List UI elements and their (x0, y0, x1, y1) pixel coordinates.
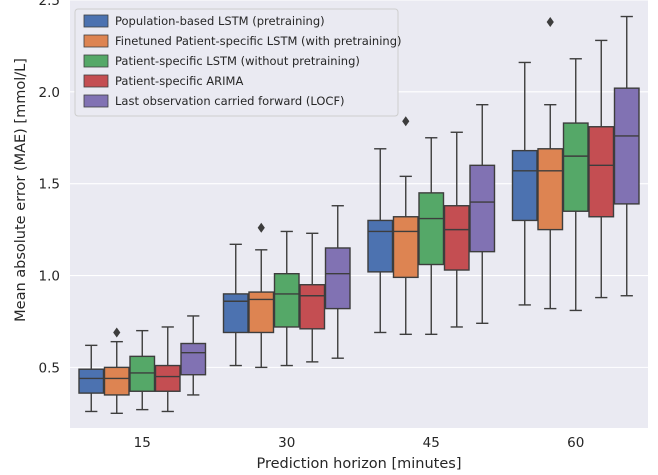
box (129, 329, 156, 411)
legend-swatch (83, 34, 109, 48)
box (222, 243, 249, 367)
outlier-point (257, 222, 265, 233)
box (613, 15, 640, 297)
box (248, 222, 275, 369)
y-axis-label: Mean absolute error (MAE) [mmol/L] (13, 58, 29, 322)
legend-swatch (83, 94, 109, 108)
x-tick-labels: 15 30 45 60 (134, 435, 585, 451)
box (443, 131, 470, 328)
box-iqr (299, 284, 326, 330)
legend-item: Population-based LSTM (pretraining) (83, 14, 325, 28)
outlier-point (402, 116, 410, 127)
y-tick-label: 1.0 (39, 269, 60, 285)
box-iqr (443, 205, 470, 271)
box (324, 205, 351, 359)
box (78, 344, 105, 413)
box (537, 17, 564, 310)
box-iqr (511, 149, 538, 222)
legend-swatch (83, 54, 109, 68)
x-tick-label: 30 (278, 435, 295, 451)
legend-item: Finetuned Patient-specific LSTM (with pr… (83, 34, 402, 48)
box-iqr (180, 342, 207, 376)
box-iqr (248, 291, 275, 334)
box-iqr (273, 272, 300, 328)
legend-label: Finetuned Patient-specific LSTM (with pr… (115, 34, 402, 48)
box-iqr (392, 216, 419, 279)
x-tick-label: 15 (134, 435, 151, 451)
box (103, 327, 130, 415)
legend-item: Patient-specific LSTM (without pretraini… (83, 54, 360, 68)
box-iqr (418, 192, 445, 266)
legend-swatch (83, 74, 109, 88)
legend-swatch (83, 14, 109, 28)
legend-label: Last observation carried forward (LOCF) (115, 94, 345, 108)
box-iqr (537, 148, 564, 231)
box (588, 39, 615, 299)
outlier-point (113, 327, 121, 338)
legend: Population-based LSTM (pretraining) Fine… (74, 8, 402, 117)
box (273, 230, 300, 367)
outlier-point (546, 17, 554, 28)
y-tick-label: 2.0 (39, 85, 60, 101)
box-iqr (613, 87, 640, 205)
box (562, 58, 589, 312)
legend-label: Patient-specific ARIMA (115, 74, 243, 88)
x-tick-label: 60 (567, 435, 584, 451)
box-iqr (562, 122, 589, 212)
box-series (78, 15, 640, 415)
y-tick-label: 1.5 (39, 177, 60, 193)
x-tick-label: 45 (423, 435, 440, 451)
box (392, 116, 419, 336)
box (154, 326, 181, 413)
box (469, 104, 496, 324)
y-tick-label: 2.5 (39, 0, 60, 9)
box (418, 137, 445, 336)
box-iqr (103, 366, 130, 396)
box (299, 232, 326, 363)
box-iqr (129, 355, 156, 392)
box (367, 148, 394, 334)
box-iqr (154, 364, 181, 392)
legend-item: Last observation carried forward (LOCF) (83, 94, 345, 108)
box (511, 61, 538, 306)
box-iqr (588, 126, 615, 218)
box-iqr (78, 368, 105, 394)
y-tick-labels: 0.5 1.0 1.5 2.0 2.5 (39, 0, 60, 376)
box-iqr (222, 293, 249, 334)
legend-label: Patient-specific LSTM (without pretraini… (115, 54, 360, 68)
x-axis-label: Prediction horizon [minutes] (257, 456, 462, 472)
legend-label: Population-based LSTM (pretraining) (115, 14, 325, 28)
legend-item: Patient-specific ARIMA (83, 74, 243, 88)
legend-frame (74, 8, 399, 117)
box-iqr (367, 219, 394, 273)
y-tick-label: 0.5 (39, 360, 60, 376)
box (180, 315, 207, 396)
box-iqr (469, 164, 496, 253)
box-iqr (324, 247, 351, 310)
